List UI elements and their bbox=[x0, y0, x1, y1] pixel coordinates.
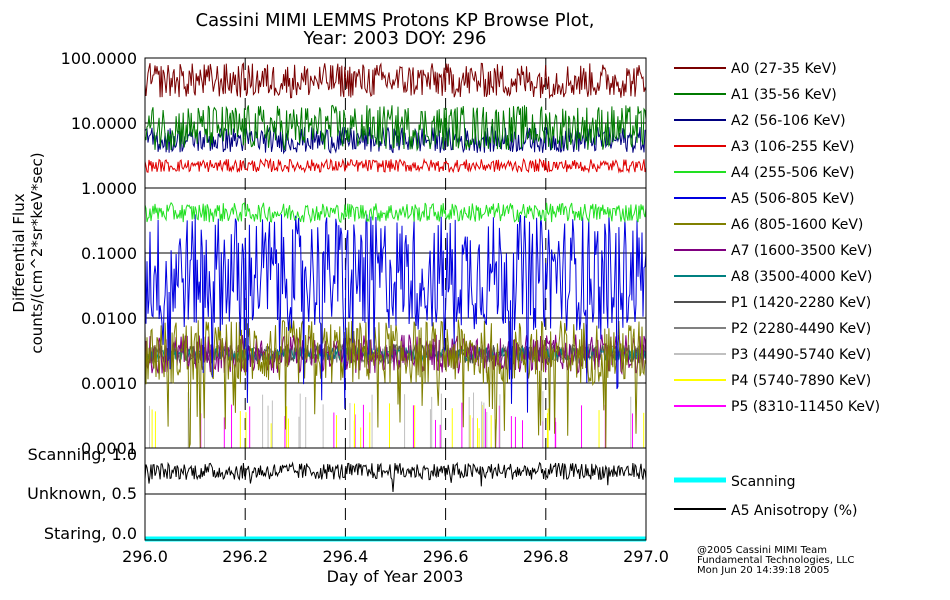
chart-title-line-1: Cassini MIMI LEMMS Protons KP Browse Plo… bbox=[195, 10, 595, 31]
series-a4-255-506-kev bbox=[144, 201, 647, 224]
legend-label-a5-anisotropy: A5 Anisotropy (%) bbox=[731, 503, 858, 519]
series-a5-506-805-kev bbox=[144, 214, 647, 413]
y-tick-label: 0.0100 bbox=[81, 309, 137, 328]
y-tick-label: 0.0010 bbox=[81, 374, 137, 393]
lower-y-tick-label: Unknown, 0.5 bbox=[27, 484, 137, 503]
legend-label-p2-2280-4490-kev: P2 (2280-4490 KeV) bbox=[731, 321, 871, 337]
lower-panel-frame bbox=[144, 447, 647, 541]
y-axis-label-line-1: Differential Flux bbox=[10, 193, 28, 312]
credit-line-3: Mon Jun 20 14:39:18 2005 bbox=[697, 565, 830, 576]
legend-label-a4-255-506-kev: A4 (255-506 KeV) bbox=[731, 165, 854, 181]
y-tick-label: 0.1000 bbox=[81, 244, 137, 263]
credit-line-2: Fundamental Technologies, LLC bbox=[697, 555, 855, 566]
credit-line-1: @2005 Cassini MIMI Team bbox=[697, 545, 827, 556]
series-a1-35-56-kev bbox=[144, 104, 647, 152]
legend-label-a5-506-805-kev: A5 (506-805 KeV) bbox=[731, 191, 854, 207]
x-tick-label: 297.0 bbox=[623, 547, 669, 566]
legend-label-p4-5740-7890-kev: P4 (5740-7890 KeV) bbox=[731, 373, 871, 389]
lower-y-tick-label: Staring, 0.0 bbox=[44, 524, 137, 543]
series-a6-805-1600-kev bbox=[144, 319, 647, 449]
x-tick-label: 296.8 bbox=[523, 547, 569, 566]
legend-label-scanning: Scanning bbox=[731, 474, 796, 490]
series-a0-27-35-kev bbox=[144, 62, 647, 100]
lower-y-tick-label: Scanning, 1.0 bbox=[28, 445, 137, 464]
legend-label-p1-1420-2280-kev: P1 (1420-2280 KeV) bbox=[731, 295, 871, 311]
y-axis-label-line-2: counts/(cm^2*sr*keV*sec) bbox=[28, 152, 46, 353]
legend-label-a8-3500-4000-kev: A8 (3500-4000 KeV) bbox=[731, 269, 872, 285]
legend-label-a0-27-35-kev: A0 (27-35 KeV) bbox=[731, 61, 837, 77]
legend-label-p5-8310-11450-kev: P5 (8310-11450 KeV) bbox=[731, 399, 880, 415]
legend-label-a6-805-1600-kev: A6 (805-1600 KeV) bbox=[731, 217, 863, 233]
legend-label-a1-35-56-kev: A1 (35-56 KeV) bbox=[731, 87, 837, 103]
x-axis-label: Day of Year 2003 bbox=[327, 567, 464, 586]
series-a7-1600-3500-kev bbox=[144, 334, 647, 376]
y-tick-label: 0.0001 bbox=[81, 439, 137, 458]
x-tick-label: 296.6 bbox=[423, 547, 469, 566]
series-a3-106-255-kev bbox=[144, 157, 647, 174]
chart-title-line-2: Year: 2003 DOY: 296 bbox=[303, 28, 487, 49]
series-a5-anisotropy bbox=[144, 461, 647, 493]
legend-label-a7-1600-3500-kev: A7 (1600-3500 KeV) bbox=[731, 243, 872, 259]
y-tick-label: 1.0000 bbox=[81, 179, 137, 198]
legend-label-a2-56-106-kev: A2 (56-106 KeV) bbox=[731, 113, 846, 129]
legend-label-a3-106-255-kev: A3 (106-255 KeV) bbox=[731, 139, 854, 155]
y-tick-label: 10.0000 bbox=[71, 114, 137, 133]
x-tick-label: 296.2 bbox=[222, 547, 268, 566]
legend-label-p3-4490-5740-kev: P3 (4490-5740 KeV) bbox=[731, 347, 871, 363]
x-tick-label: 296.0 bbox=[122, 547, 168, 566]
y-tick-label: 100.0000 bbox=[61, 49, 137, 68]
series-p3-4490-5740-kev bbox=[148, 391, 632, 448]
x-tick-label: 296.4 bbox=[322, 547, 368, 566]
